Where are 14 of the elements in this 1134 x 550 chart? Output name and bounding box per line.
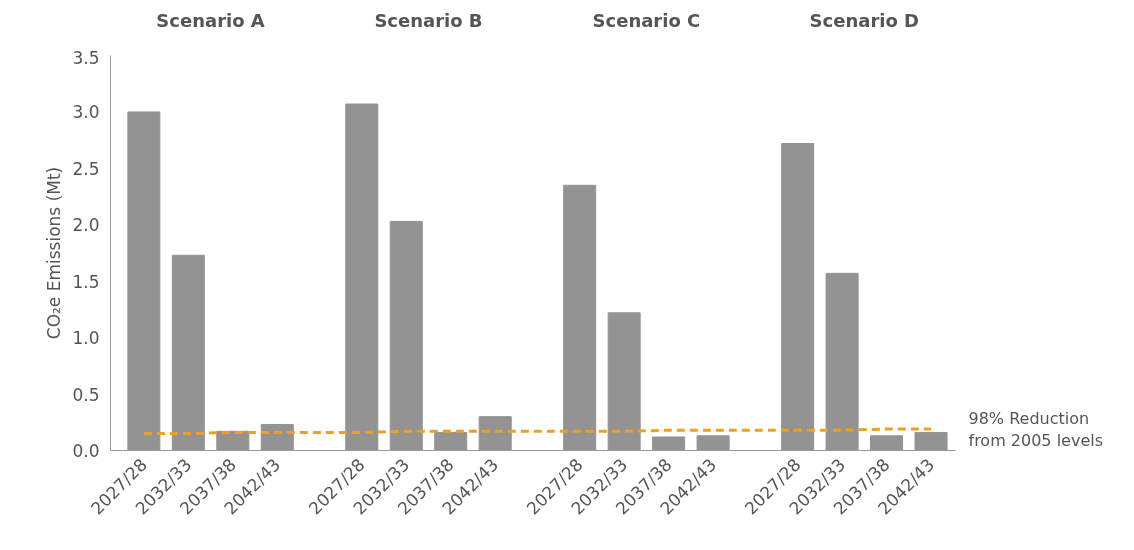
text: Scenario B bbox=[374, 10, 483, 31]
y-tick-label: 2.0 bbox=[72, 215, 100, 236]
text: 98% Reduction from 2005 levels bbox=[968, 408, 1104, 450]
y-tick-label: 0.0 bbox=[72, 441, 100, 461]
y-axis-title: CO₂e Emissions (Mt) bbox=[44, 166, 65, 340]
y-tick-label: 0.5 bbox=[72, 384, 100, 405]
y-tick-label: 3.5 bbox=[72, 47, 100, 68]
text: Scenario C bbox=[592, 10, 701, 31]
text: Scenario A bbox=[156, 10, 265, 31]
y-tick-label: 2.5 bbox=[72, 158, 100, 179]
text: Scenario D bbox=[809, 10, 920, 31]
y-tick-label: 1.5 bbox=[72, 271, 100, 292]
y-tick-label: 3.0 bbox=[72, 102, 100, 123]
y-tick-label: 1.0 bbox=[72, 328, 100, 349]
